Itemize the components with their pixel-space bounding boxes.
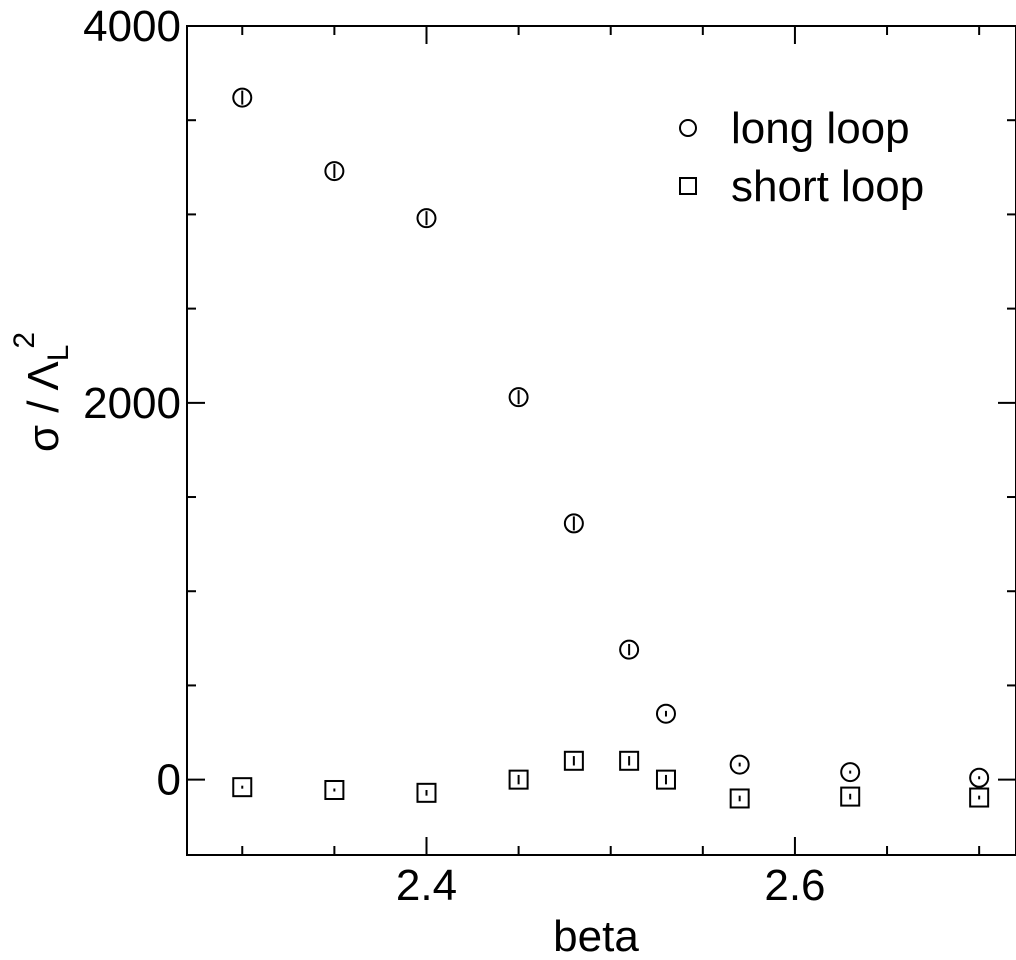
data-point-short-loop	[840, 786, 861, 807]
data-point-short-loop	[232, 777, 253, 798]
data-point-long-loop	[508, 387, 529, 408]
x-tick-label: 2.4	[396, 861, 457, 910]
legend-label-long-loop: long loop	[731, 104, 910, 153]
data-point-long-loop	[969, 767, 990, 788]
data-point-long-loop	[324, 161, 345, 182]
data-point-short-loop	[508, 769, 529, 790]
data-point-short-loop	[324, 779, 345, 800]
data-point-short-loop	[619, 750, 640, 771]
data-point-short-loop	[729, 788, 750, 809]
y-axis-title-subscript: L	[42, 345, 75, 362]
data-point-long-loop	[729, 754, 750, 775]
svg-text:σ / ΛL2: σ / ΛL2	[8, 332, 75, 452]
data-point-long-loop	[840, 762, 861, 783]
data-point-long-loop	[232, 87, 253, 108]
y-axis-title: σ / ΛL2	[8, 332, 75, 452]
data-point-long-loop	[655, 703, 676, 724]
y-tick-label: 4000	[83, 2, 181, 51]
legend: long loop short loop	[679, 104, 924, 211]
axis-ticks	[187, 25, 1016, 855]
data-point-short-loop	[655, 769, 676, 790]
data-point-long-loop	[416, 208, 437, 229]
data-point-long-loop	[619, 639, 640, 660]
data-point-short-loop	[563, 750, 584, 771]
data-markers	[232, 87, 990, 809]
legend-marker-long-loop	[679, 119, 697, 137]
y-axis-title-main: σ / Λ	[19, 361, 68, 452]
y-tick-label: 0	[157, 756, 181, 805]
legend-marker-short-loop	[679, 177, 697, 195]
data-point-long-loop	[563, 513, 584, 534]
data-point-short-loop	[416, 782, 437, 803]
legend-label-short-loop: short loop	[731, 162, 924, 211]
y-axis-title-superscript: 2	[8, 332, 41, 349]
data-point-short-loop	[969, 787, 990, 808]
x-tick-label: 2.6	[764, 861, 825, 910]
x-axis-title: beta	[553, 912, 639, 960]
plot-frame	[186, 25, 1016, 856]
y-tick-label: 2000	[83, 379, 181, 428]
tick-labels: 2.4 2.6 0 2000 4000	[83, 2, 825, 910]
